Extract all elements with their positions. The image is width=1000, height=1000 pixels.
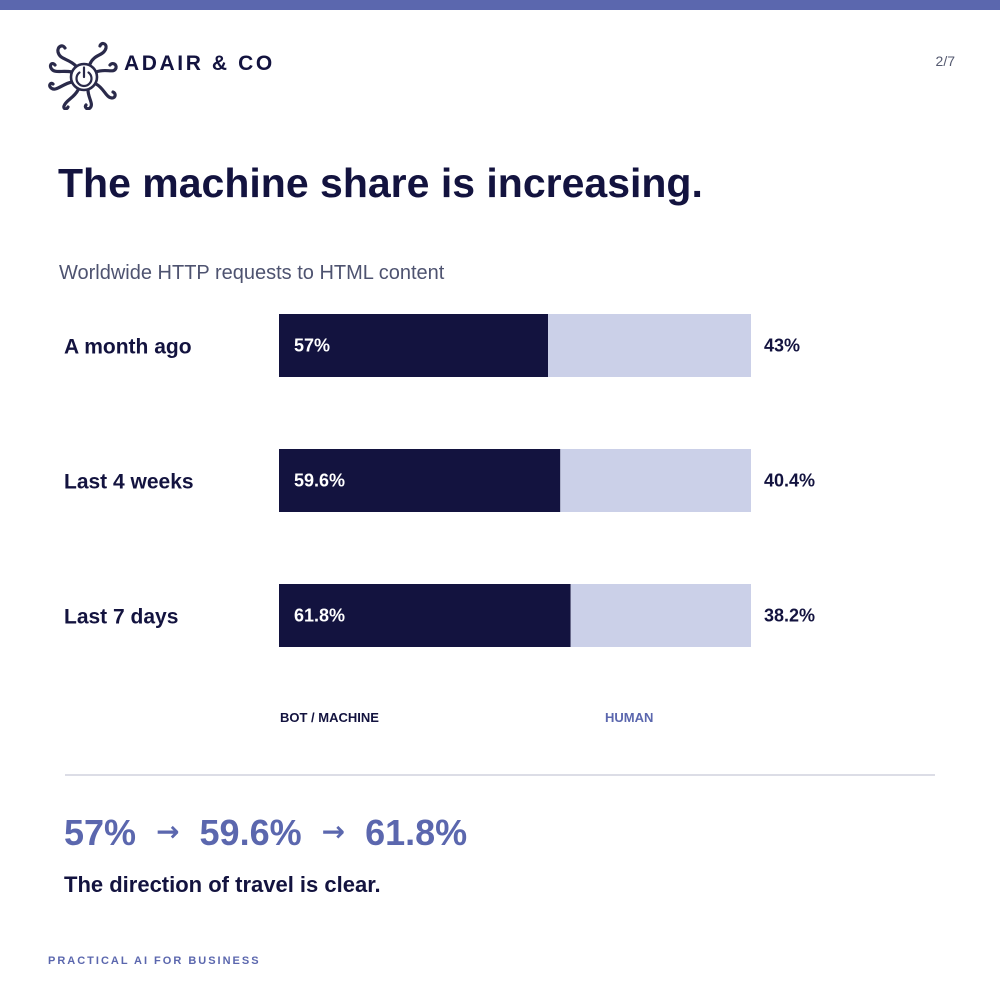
bar-bot-machine: [279, 314, 549, 377]
trend-sequence: 57% → 59.6% → 61.8%: [64, 812, 467, 854]
legend-bot-machine: BOT / MACHINE: [280, 710, 379, 725]
data-label-bot: 59.6%: [294, 471, 345, 491]
chart-title: Worldwide HTTP requests to HTML content: [59, 262, 445, 284]
category-label: Last 4 weeks: [64, 471, 194, 494]
brand-name: ADAIR & CO: [124, 52, 275, 75]
page-number: 2/7: [935, 53, 955, 69]
divider: [65, 774, 935, 776]
arrow-right-icon: →: [321, 815, 346, 848]
bar-human: [548, 314, 751, 377]
trend-value-3: 61.8%: [365, 812, 468, 853]
bar-human: [560, 449, 751, 512]
data-label-bot: 61.8%: [294, 606, 345, 626]
trend-value-2: 59.6%: [199, 812, 302, 853]
stacked-bar-chart: A month ago 57% 43% Last 4 weeks 59.6% 40.4% L…: [64, 314, 815, 647]
bar-bot-machine: [279, 449, 561, 512]
bar-bot-machine: [279, 584, 571, 647]
legend-human: HUMAN: [605, 710, 654, 725]
page-title: The machine share is increasing.: [58, 160, 703, 206]
arrow-right-icon: →: [156, 815, 180, 848]
category-label: A month ago: [64, 336, 192, 359]
category-label: Last 7 days: [64, 606, 178, 629]
data-label-human: 40.4%: [764, 471, 815, 491]
top-accent-bar: [0, 0, 1000, 10]
bar-human: [570, 584, 751, 647]
tagline: The direction of travel is clear.: [64, 872, 381, 897]
trend-value-1: 57%: [64, 812, 137, 853]
data-label-human: 43%: [764, 336, 800, 356]
footer-tagline: PRACTICAL AI FOR BUSINESS: [48, 955, 261, 967]
data-label-bot: 57%: [294, 336, 330, 356]
data-label-human: 38.2%: [764, 606, 815, 626]
octopus-power-logo-icon: [48, 41, 118, 110]
